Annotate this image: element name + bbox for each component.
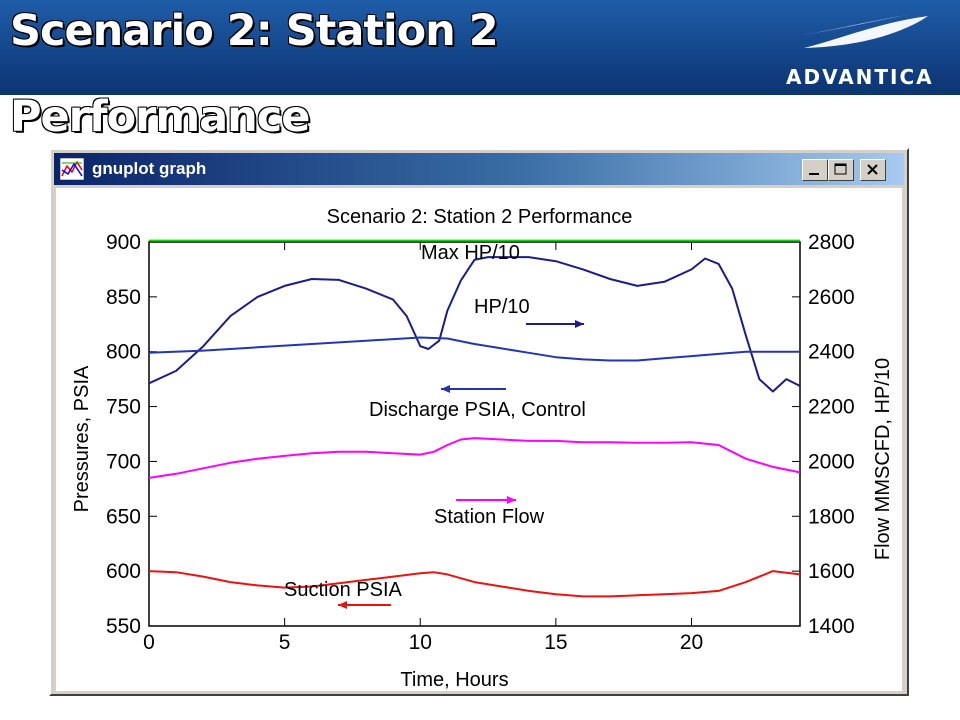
annotation-hp-10: HP/10: [474, 296, 530, 318]
annotation-arrowhead: [338, 601, 347, 609]
series-line-suction-psia: [148, 570, 801, 598]
swoosh-icon: [794, 14, 928, 48]
annotation-suction-psia: Suction PSIA: [284, 579, 403, 601]
series-line-hp-10: [148, 256, 801, 393]
y2-tick-label: 2600: [808, 286, 855, 309]
slide-title: Scenario 2: Station 2: [10, 6, 499, 56]
x-tick-label: 10: [409, 631, 432, 654]
y-tick-label: 850: [106, 286, 141, 309]
x-tick-label: 0: [143, 631, 155, 654]
annotation-station-flow: Station Flow: [434, 506, 545, 528]
series-line-station-flow: [148, 437, 801, 479]
plot-window: gnuplot graph Scenario 2: Station 2 Perf…: [49, 148, 909, 696]
window-titlebar[interactable]: gnuplot graph: [54, 153, 904, 185]
y2-tick-label: 1600: [808, 560, 855, 583]
annotation-arrowhead: [441, 385, 450, 393]
close-icon: [867, 164, 878, 175]
close-button[interactable]: [860, 159, 886, 181]
chart-title: Scenario 2: Station 2 Performance: [327, 206, 633, 228]
plot-area: Scenario 2: Station 2 Performance Time, …: [56, 188, 902, 691]
minimize-icon: [809, 173, 819, 175]
gnuplot-app-icon: [60, 158, 84, 180]
line-chart: Scenario 2: Station 2 Performance Time, …: [56, 188, 902, 691]
x-tick-label: 15: [544, 631, 567, 654]
maximize-button[interactable]: [828, 159, 854, 181]
y-axis-label: Pressures, PSIA: [71, 365, 93, 512]
y-tick-label: 600: [106, 560, 141, 583]
slide-subtitle: Performance: [10, 92, 310, 142]
annotation-discharge-psia-control: Discharge PSIA, Control: [369, 399, 586, 421]
window-title: gnuplot graph: [92, 159, 207, 178]
y-tick-label: 800: [106, 341, 141, 364]
x-tick-label: 5: [279, 631, 291, 654]
y2-axis-label: Flow MMSCFD, HP/10: [872, 358, 894, 560]
x-tick-label: 20: [680, 631, 703, 654]
annotation-arrowhead: [507, 496, 516, 504]
y2-tick-label: 2200: [808, 396, 855, 419]
y2-tick-label: 1800: [808, 505, 855, 528]
y-tick-label: 700: [106, 450, 141, 473]
annotation-max-hp-10: Max HP/10: [421, 242, 520, 264]
brand-name: ADVANTICA: [786, 65, 934, 89]
series-line-discharge-psia-control: [148, 336, 800, 362]
x-axis-label: Time, Hours: [400, 669, 508, 691]
y-tick-label: 750: [106, 396, 141, 419]
y-tick-label: 900: [106, 231, 141, 254]
minimize-button[interactable]: [802, 159, 828, 181]
y-tick-label: 650: [106, 505, 141, 528]
maximize-icon: [834, 163, 847, 175]
header-band: [0, 0, 960, 95]
y2-tick-label: 2400: [808, 341, 855, 364]
y2-tick-label: 2800: [808, 231, 855, 254]
annotation-arrowhead: [575, 320, 584, 328]
plot-frame: [148, 241, 801, 627]
brand-logo: ADVANTICA: [786, 10, 946, 90]
y-tick-label: 550: [106, 615, 141, 638]
y2-tick-label: 1400: [808, 615, 855, 638]
y2-tick-label: 2000: [808, 450, 855, 473]
